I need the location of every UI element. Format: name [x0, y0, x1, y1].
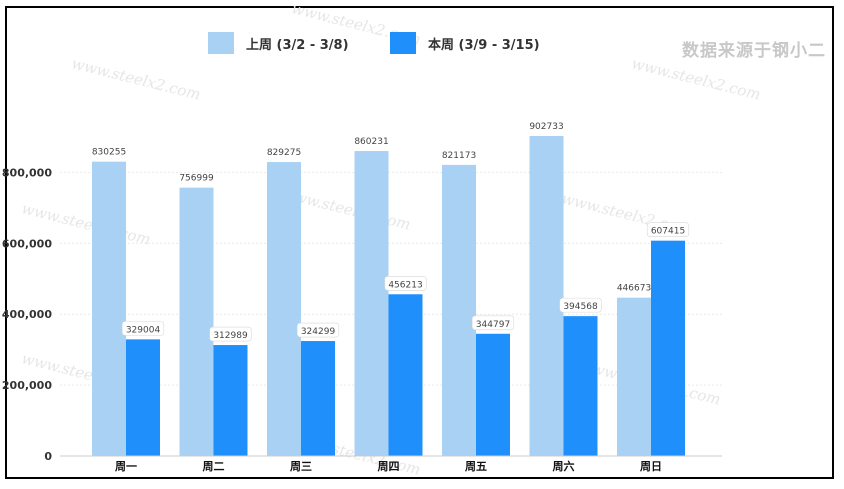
bar-last-week — [354, 151, 389, 457]
data-label-bg — [209, 326, 252, 342]
data-label-this-week: 456213 — [388, 280, 422, 290]
data-label-this-week: 394568 — [563, 302, 598, 312]
data-label-this-week: 607415 — [651, 227, 685, 237]
y-tick-label: 600,000 — [2, 237, 52, 250]
bar-this-week — [651, 240, 685, 456]
data-label-last-week: 902733 — [529, 122, 563, 132]
y-tick-label: 0 — [44, 450, 52, 463]
data-label-last-week: 830255 — [92, 148, 126, 158]
data-label-last-week: 829275 — [267, 148, 301, 158]
data-label-bg — [384, 275, 427, 291]
data-source-label: 数据来源于钢小二 — [682, 41, 826, 61]
x-tick-label: 周五 — [465, 460, 487, 473]
bar-last-week — [267, 162, 301, 456]
data-label-this-week: 329004 — [126, 325, 161, 335]
data-label-last-week: 756999 — [179, 174, 214, 184]
y-tick-label: 400,000 — [2, 308, 52, 321]
chart-legend: 上周 (3/2 - 3/8) 本周 (3/9 - 3/15) — [0, 32, 844, 54]
x-tick-label: 周日 — [640, 460, 662, 473]
x-tick-label: 周三 — [290, 460, 312, 473]
legend-item-this-week[interactable]: 本周 (3/9 - 3/15) — [390, 32, 540, 54]
x-tick-label: 周一 — [115, 460, 137, 473]
data-label-last-week: 860231 — [354, 137, 388, 147]
data-label-bg — [121, 321, 165, 336]
data-label-last-week: 446673 — [617, 284, 651, 294]
bar-last-week — [442, 164, 476, 456]
bar-last-week — [92, 161, 126, 456]
bar-last-week — [179, 187, 214, 456]
x-tick-label: 周二 — [203, 460, 225, 473]
legend-label-this-week: 本周 (3/9 - 3/15) — [428, 37, 540, 53]
data-label-bg — [646, 222, 690, 237]
bar-last-week — [529, 135, 564, 457]
data-label-bg — [296, 322, 340, 338]
data-label-this-week: 312989 — [213, 331, 248, 341]
bar-this-week — [563, 316, 598, 456]
data-label-bg — [559, 297, 602, 313]
legend-item-last-week[interactable]: 上周 (3/2 - 3/8) — [208, 32, 349, 54]
y-tick-label: 800,000 — [2, 166, 52, 179]
legend-label-last-week: 上周 (3/2 - 3/8) — [246, 37, 349, 53]
bar-last-week — [617, 297, 651, 456]
x-tick-label: 周四 — [378, 460, 400, 473]
data-label-this-week: 324299 — [301, 327, 336, 337]
bar-this-week — [301, 341, 335, 456]
x-tick-label: 周六 — [553, 459, 575, 473]
data-label-last-week: 821173 — [442, 151, 476, 161]
data-label-this-week: 344797 — [476, 320, 510, 330]
bar-this-week — [388, 294, 423, 456]
legend-swatch-last-week — [208, 32, 234, 54]
bar-this-week — [476, 333, 510, 456]
data-label-bg — [471, 315, 515, 331]
bar-this-week — [213, 345, 248, 456]
y-tick-label: 200,000 — [2, 379, 52, 392]
bar-this-week — [126, 339, 160, 456]
legend-swatch-this-week — [390, 32, 416, 54]
